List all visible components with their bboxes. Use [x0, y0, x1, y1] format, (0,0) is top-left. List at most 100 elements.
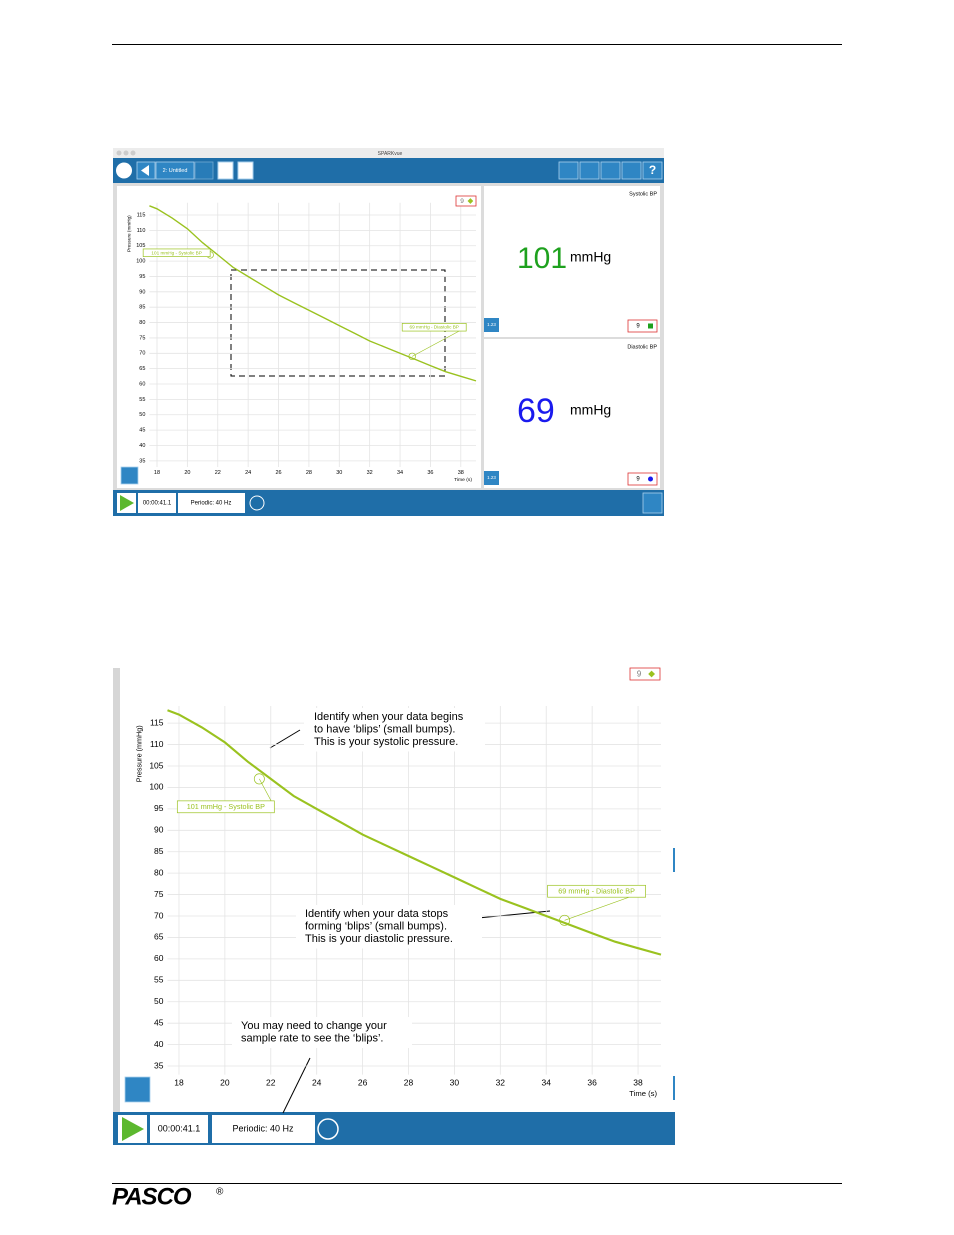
y-tick-label: 75 — [139, 335, 145, 341]
display-value: 69 — [517, 392, 555, 430]
y-tick-label: 40 — [154, 1039, 164, 1049]
y-tick-label: 115 — [137, 212, 146, 218]
callout-box — [304, 708, 485, 752]
graph-tools-button[interactable] — [120, 466, 139, 485]
graph-tools-button[interactable] — [124, 1076, 151, 1103]
display-title: Systolic BP — [629, 191, 657, 197]
y-tick-label: 35 — [139, 458, 145, 464]
rate-box[interactable] — [212, 1115, 315, 1143]
timer-box — [150, 1115, 208, 1143]
display-panel — [484, 186, 660, 337]
annotation: 69 mmHg - Diastolic BP — [558, 887, 635, 896]
start-button[interactable] — [120, 495, 134, 511]
rate-box[interactable] — [178, 493, 245, 513]
sample-rate: Periodic: 40 Hz — [191, 501, 232, 507]
annotation-leader — [412, 326, 467, 357]
x-tick-label: 24 — [312, 1077, 322, 1087]
y-tick-label: 95 — [139, 274, 145, 280]
x-tick-label: 36 — [427, 470, 433, 476]
x-tick-label: 30 — [450, 1077, 460, 1087]
y-tick-label: 35 — [154, 1060, 164, 1070]
tool-button[interactable] — [600, 161, 621, 180]
data-line — [167, 709, 662, 956]
help-button[interactable] — [642, 161, 663, 180]
x-tick-label: 36 — [587, 1077, 597, 1087]
graph-panel — [117, 186, 481, 488]
annotation-marker — [408, 352, 416, 361]
legend: 9 — [636, 324, 640, 330]
x-tick-label: 34 — [541, 1077, 551, 1087]
y-tick-label: 60 — [154, 953, 164, 963]
y-tick-label: 50 — [154, 996, 164, 1006]
y-tick-label: 85 — [139, 305, 145, 311]
tool-button[interactable] — [621, 161, 642, 180]
y-tick-label: 105 — [149, 760, 163, 770]
display-button[interactable] — [484, 318, 499, 332]
display-panel — [484, 339, 660, 488]
x-tick-label: 20 — [220, 1077, 230, 1087]
x-tick-label: 26 — [275, 470, 281, 476]
callout-text: sample rate to see the ‘blips’. — [241, 1032, 383, 1044]
annotation-box — [142, 248, 211, 257]
home-button[interactable] — [116, 162, 132, 179]
y-axis-label: Pressure (mmHg) — [134, 725, 143, 782]
y-tick-label: 75 — [154, 889, 164, 899]
display-unit: mmHg — [570, 402, 611, 418]
callout-box — [232, 1017, 412, 1048]
y-axis-label: Pressure (mmHg) — [126, 215, 131, 252]
sample-rate: Periodic: 40 Hz — [232, 1123, 294, 1133]
display-button-label: 1.23 — [487, 475, 496, 480]
callout-text: This is your systolic pressure. — [314, 736, 458, 748]
page-label: 2: Untitled — [163, 168, 188, 174]
display-title: Diastolic BP — [627, 344, 657, 350]
registered-mark: ® — [216, 1187, 224, 1198]
rate-button[interactable] — [249, 495, 265, 511]
x-tick-label: 18 — [154, 470, 160, 476]
annotation: 101 mmHg - Systolic BP — [151, 250, 201, 255]
forward-button[interactable] — [194, 161, 214, 180]
callout-text: You may need to change your — [241, 1020, 387, 1032]
tools-button[interactable] — [642, 492, 663, 514]
x-axis-label: Time (s) — [454, 477, 472, 483]
x-tick-label: 32 — [496, 1077, 506, 1087]
timer: 00:00:41.1 — [143, 501, 172, 507]
y-tick-label: 65 — [139, 366, 145, 372]
window-title: SPARKvue — [378, 151, 403, 157]
x-axis-label: Time (s) — [629, 1089, 657, 1098]
display-value: 101 — [517, 242, 567, 275]
annotation-box — [176, 800, 275, 814]
y-tick-label: 80 — [139, 320, 145, 326]
x-tick-label: 34 — [397, 470, 403, 476]
x-tick-label: 22 — [266, 1077, 276, 1087]
x-tick-label: 18 — [174, 1077, 184, 1087]
y-tick-label: 45 — [139, 428, 145, 434]
rate-button[interactable] — [317, 1118, 339, 1140]
annotation-box — [401, 323, 467, 332]
y-tick-label: 80 — [154, 867, 164, 877]
legend-swatch — [648, 323, 653, 329]
legend-box — [455, 195, 477, 207]
y-tick-label: 105 — [136, 243, 145, 249]
legend-swatch — [467, 198, 474, 204]
page-label-box[interactable] — [155, 161, 195, 180]
x-tick-label: 38 — [458, 470, 464, 476]
y-tick-label: 90 — [139, 289, 145, 295]
annotation-box — [547, 884, 646, 898]
data-line — [149, 205, 477, 382]
y-tick-label: 50 — [139, 412, 145, 418]
start-button[interactable] — [122, 1117, 144, 1141]
svg-text:?: ? — [649, 163, 656, 177]
y-tick-label: 110 — [137, 228, 146, 234]
tool-button[interactable] — [558, 161, 579, 180]
title-bar — [113, 148, 664, 158]
callout-leader — [282, 1057, 311, 1114]
callout-text: forming ‘blips’ (small bumps). — [305, 920, 447, 932]
new-page-button[interactable] — [217, 161, 234, 180]
delete-page-button[interactable] — [237, 161, 254, 180]
tool-button[interactable] — [579, 161, 600, 180]
display-unit: mmHg — [570, 249, 611, 265]
x-tick-label: 22 — [215, 470, 221, 476]
y-tick-label: 95 — [154, 803, 164, 813]
legend-swatch — [648, 476, 653, 482]
display-button[interactable] — [484, 471, 499, 485]
